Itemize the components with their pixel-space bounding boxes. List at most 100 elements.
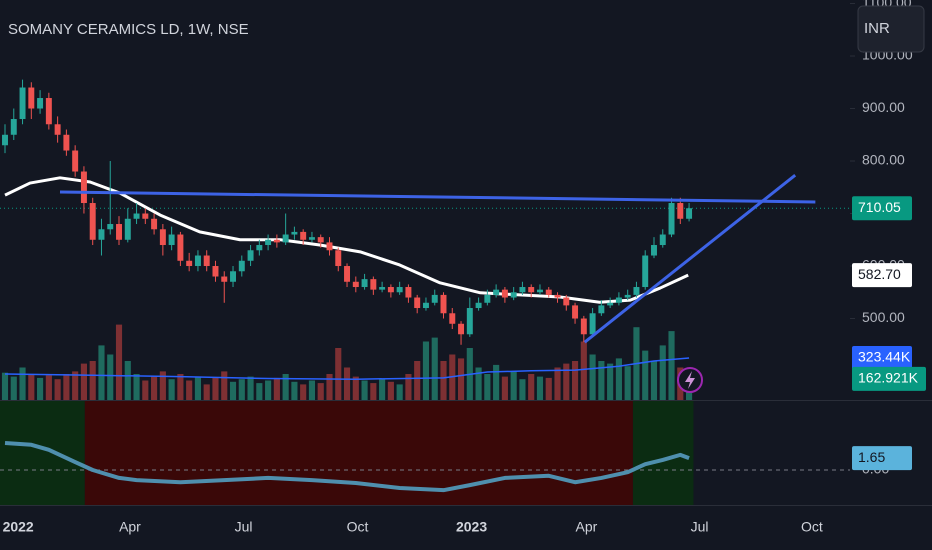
axes: 500.00600.00700.00800.00900.001000.00110… [3,0,926,535]
volume-bar [422,341,430,400]
candle-body [300,231,307,240]
volume-bar [335,348,342,400]
volume-bar [510,371,517,400]
volume-bar [615,358,622,400]
volume-bar [72,371,79,400]
candle-body [466,308,473,335]
indicator-zone [632,401,694,505]
volume-bar [37,377,44,400]
volume-tag-bg [852,366,926,391]
candle-body [54,124,61,135]
last-price-tag-bg [852,196,912,221]
volume-bar [10,376,17,400]
volume-bar [405,374,412,400]
candle-body [370,279,377,290]
volume-bar [563,363,570,400]
candle-body [501,289,508,298]
candle-body [493,289,500,295]
indicator-zones [0,401,694,505]
volume-bar [168,379,175,400]
candle-body [580,318,587,335]
candle-body [449,313,456,324]
volume-bar [554,367,561,400]
candle-body [379,287,386,290]
currency-button[interactable] [857,5,925,53]
currency-label[interactable]: INR [864,20,890,37]
moving-average-line [4,176,689,304]
candle-body [422,302,429,309]
ma-tag: 582.70 [858,266,901,282]
y-tick-label: 900.00 [862,99,905,115]
volume-bar [519,379,526,400]
candle-body [247,250,254,261]
volume-bar [142,380,149,400]
volume-bar [396,384,403,400]
candle-body [598,305,605,314]
volume-bar [107,354,114,400]
volume-bar [326,374,333,400]
volume-bar [370,383,377,400]
candle-body [37,98,44,109]
x-tick-label: 2023 [456,519,487,535]
volume-bar [379,379,386,400]
y-tick-label: 500.00 [862,309,905,325]
volume-bar [571,361,579,400]
volume-bar [624,366,631,400]
candle-body [203,255,210,267]
candle-body [116,224,122,240]
volume-bar [598,361,605,400]
y-tick-label: 800.00 [862,152,905,168]
candle-body [151,218,158,230]
volume-ma-line [4,357,690,380]
candle-body [554,294,561,298]
candle-body [89,203,96,240]
candle-body [98,229,105,240]
candle-body [159,229,166,246]
volume-bar [80,363,87,400]
candle-body [72,150,79,172]
volume-bar [265,380,272,400]
indicator-line [4,440,690,493]
volume-bar [501,376,508,400]
volume-bar [221,371,228,400]
candle-body [668,203,675,235]
candle-body [431,294,438,303]
candle-body [282,234,289,243]
candle-body [265,239,272,246]
candle-body [80,171,87,204]
candle-body [414,297,421,309]
candle-body [642,255,649,288]
candle-body [545,289,552,295]
candle-body [352,281,359,288]
candle-body [677,203,684,219]
candle-body [651,245,657,256]
volume-tag: 162.921K [858,370,919,386]
volume-bar [440,361,447,400]
trendline [583,174,797,344]
volume-bar [361,380,368,400]
candle-body [19,87,26,120]
volume-bar [343,367,351,400]
candle-body [194,255,201,267]
volume-bar [457,358,465,400]
indicator-zone [0,401,85,505]
volume-bar [659,345,666,400]
candle-body [686,208,693,219]
candle-body [615,297,622,303]
x-tick-label: Jul [691,519,709,535]
volume-bar [89,361,96,400]
volume-bar [589,354,596,400]
volume-bar [607,363,614,400]
candle-body [45,98,52,125]
volume-bar [151,376,158,400]
volume-bar [387,381,394,400]
candle-body [624,294,631,298]
candle-body [572,305,579,319]
indicator-tag-bg [852,446,912,471]
candle-body [335,250,342,267]
plot-area [0,79,850,493]
volume-bar [545,377,552,400]
x-tick-label: Jul [235,519,253,535]
candle-body [361,279,368,288]
candle-body [344,266,351,282]
